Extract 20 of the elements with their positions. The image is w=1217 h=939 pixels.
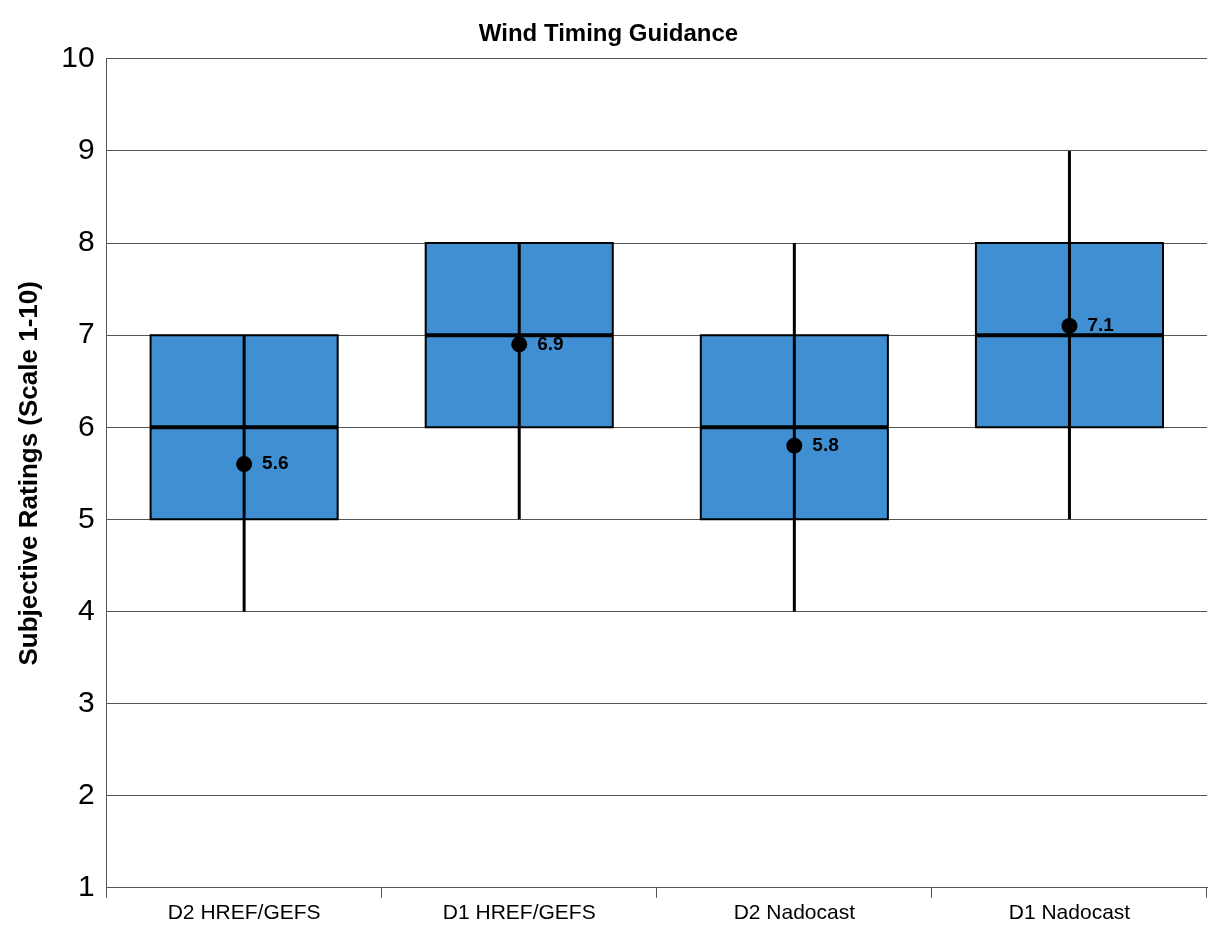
annotation: 5.6 xyxy=(262,452,289,474)
y-tick-label: 2 xyxy=(77,776,95,810)
x-tick-label: D2 HREF/GEFS xyxy=(167,900,321,924)
y-tick-label: 7 xyxy=(77,316,95,350)
annotation: 7.1 xyxy=(1087,314,1115,336)
y-tick-label: 9 xyxy=(77,132,95,166)
chart-title: Wind Timing Guidance xyxy=(478,19,739,47)
x-tick-label: D1 Nadocast xyxy=(1008,900,1131,924)
y-tick-label: 10 xyxy=(61,40,95,74)
y-tick-label: 5 xyxy=(77,500,95,534)
x-tick-label: D1 HREF/GEFS xyxy=(442,900,596,924)
y-tick-label: 6 xyxy=(77,408,95,442)
y-tick-label: 4 xyxy=(77,592,95,626)
x-tick-label: D2 Nadocast xyxy=(733,900,856,924)
y-tick-label: 8 xyxy=(77,224,95,258)
y-tick-label: 3 xyxy=(77,684,95,718)
annotation: 6.9 xyxy=(537,332,564,354)
y-tick-label: 1 xyxy=(77,869,95,903)
annotation: 5.8 xyxy=(812,433,839,455)
y-axis-title: Subjective Ratings (Scale 1-10) xyxy=(12,281,43,666)
